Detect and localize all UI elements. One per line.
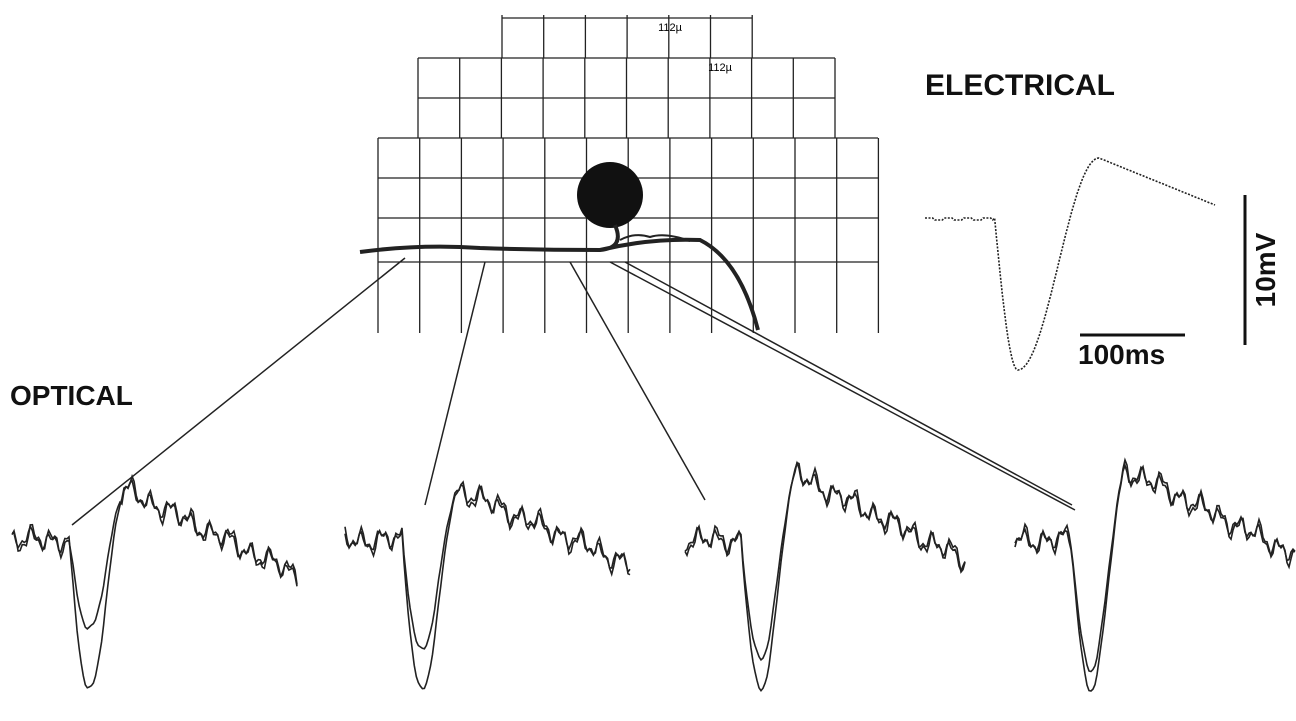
- optical-trace: [12, 476, 297, 629]
- grid-label: 112µ: [708, 62, 733, 74]
- connectors: [72, 258, 1075, 525]
- traces: [12, 158, 1295, 691]
- voltage-scale: 10mV: [1250, 232, 1281, 307]
- optical-trace: [345, 482, 630, 649]
- optical-title: OPTICAL: [10, 380, 133, 411]
- optical-trace: [345, 485, 630, 689]
- time-scale: 100ms: [1078, 339, 1165, 370]
- optical-trace: [1015, 460, 1295, 672]
- cell-body: [577, 162, 643, 228]
- electrical-title: ELECTRICAL: [925, 69, 1115, 102]
- optical-trace: [685, 463, 965, 660]
- optical-trace: [12, 481, 297, 688]
- figure: 112µ 112µ ELECTRICAL 10mV 100ms OPTICAL: [0, 0, 1296, 721]
- electrical-trace: [925, 158, 1215, 370]
- optical-trace: [1015, 465, 1295, 691]
- grid-label: 112µ: [658, 22, 683, 34]
